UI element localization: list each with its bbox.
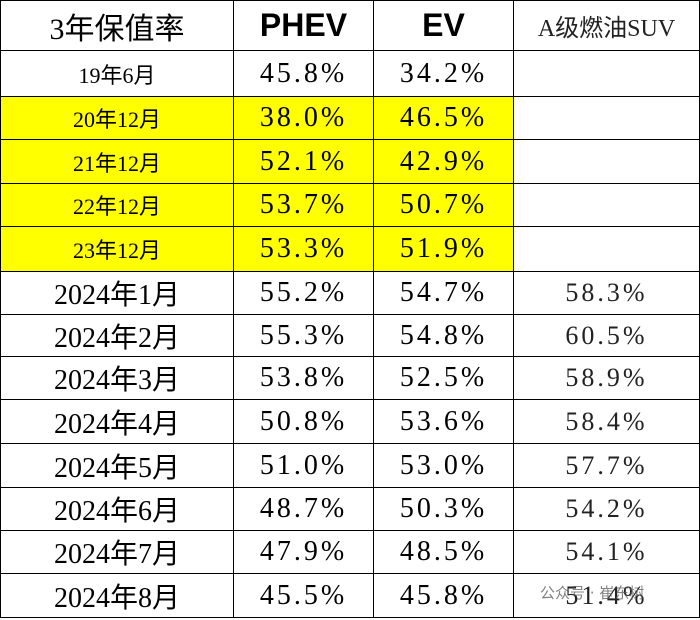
table-cell: 2024年4月 (0, 400, 234, 444)
table-cell: 45.8% (234, 51, 374, 97)
table-cell: 50.8% (234, 400, 374, 444)
table-cell: 53.7% (234, 184, 374, 227)
table-cell: 2024年2月 (0, 315, 234, 357)
table-cell: 58.3% (514, 272, 700, 315)
table-cell: 47.9% (234, 531, 374, 574)
table-cell: 50.3% (374, 488, 514, 531)
table-cell: 55.2% (234, 272, 374, 315)
table-cell: 58.4% (514, 400, 700, 444)
table-cell: 60.5% (514, 315, 700, 357)
watermark: 公众号 · 崔东树 (540, 584, 645, 602)
table-cell: 53.8% (234, 357, 374, 400)
table-cell (514, 140, 700, 184)
table-cell: 2024年5月 (0, 444, 234, 488)
table-cell: 52.5% (374, 357, 514, 400)
table-cell: 2024年6月 (0, 488, 234, 531)
table-cell: 55.3% (234, 315, 374, 357)
table-cell: 20年12月 (0, 97, 234, 140)
table-cell (514, 51, 700, 97)
header-cell: 3年保值率 (0, 0, 234, 51)
table-cell: 45.5% (234, 574, 374, 618)
table-cell (514, 227, 700, 272)
table-cell: 48.7% (234, 488, 374, 531)
header-cell: PHEV (234, 0, 374, 51)
table-cell: 51.4% (514, 574, 700, 618)
table-cell: 54.7% (374, 272, 514, 315)
table-cell: 2024年1月 (0, 272, 234, 315)
table-cell: 42.9% (374, 140, 514, 184)
table-cell: 38.0% (234, 97, 374, 140)
table-cell: 22年12月 (0, 184, 234, 227)
table-cell: 53.6% (374, 400, 514, 444)
table-cell: 19年6月 (0, 51, 234, 97)
table-cell: 21年12月 (0, 140, 234, 184)
table-cell: 54.2% (514, 488, 700, 531)
table-cell: 52.1% (234, 140, 374, 184)
table-cell: 45.8% (374, 574, 514, 618)
table-cell (514, 97, 700, 140)
table-cell: 2024年8月 (0, 574, 234, 618)
table-cell: 51.9% (374, 227, 514, 272)
table-cell: 53.3% (234, 227, 374, 272)
table-cell (514, 184, 700, 227)
table-cell: 46.5% (374, 97, 514, 140)
table-cell: 2024年3月 (0, 357, 234, 400)
table-cell: 2024年7月 (0, 531, 234, 574)
header-cell: A级燃油SUV (514, 0, 700, 51)
table-cell: 48.5% (374, 531, 514, 574)
table-cell: 54.1% (514, 531, 700, 574)
table-cell: 54.8% (374, 315, 514, 357)
table-cell: 50.7% (374, 184, 514, 227)
table-cell: 57.7% (514, 444, 700, 488)
table-cell: 58.9% (514, 357, 700, 400)
header-cell: EV (374, 0, 514, 51)
table-cell: 53.0% (374, 444, 514, 488)
table-cell: 51.0% (234, 444, 374, 488)
table-cell: 34.2% (374, 51, 514, 97)
table-cell: 23年12月 (0, 227, 234, 272)
